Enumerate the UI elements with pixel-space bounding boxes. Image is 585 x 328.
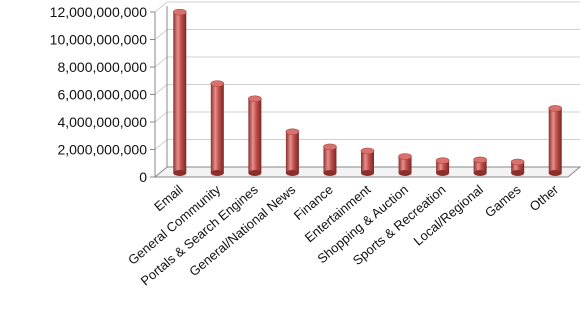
- bar-body: [361, 151, 374, 173]
- bar-base: [511, 170, 525, 176]
- bar-top: [548, 105, 563, 112]
- y-tick-label: 2,000,000,000: [57, 142, 147, 158]
- bar-top: [398, 153, 412, 160]
- bar: [398, 153, 412, 176]
- bar-body: [473, 159, 487, 173]
- bar-base: [173, 170, 187, 176]
- bar: [510, 158, 525, 176]
- bar-top: [510, 158, 525, 166]
- bars: [172, 8, 563, 176]
- bar-body: [210, 83, 224, 173]
- bar-base: [361, 170, 374, 176]
- bar-top: [435, 157, 450, 164]
- bar: [248, 95, 262, 176]
- y-tick-label: 12,000,000,000: [50, 4, 148, 20]
- bar-body: [323, 146, 337, 173]
- y-tick-label: 8,000,000,000: [57, 59, 147, 75]
- x-tick-label: Games: [482, 181, 524, 220]
- bar: [323, 143, 337, 176]
- y-tick-label: 4,000,000,000: [57, 114, 147, 130]
- bar-base: [210, 170, 224, 176]
- bar-base: [548, 170, 562, 176]
- bar: [210, 80, 225, 176]
- gridline: [154, 29, 580, 40]
- bar-body: [548, 108, 562, 173]
- bar: [360, 147, 375, 176]
- bar-body: [248, 98, 262, 173]
- bar-body: [285, 131, 299, 173]
- bar: [473, 156, 487, 176]
- bar: [548, 105, 563, 176]
- bar-top: [360, 147, 375, 155]
- bar-base: [398, 170, 412, 176]
- bar-top: [285, 128, 300, 136]
- bar: [435, 157, 450, 176]
- gridline: [154, 1, 580, 13]
- bar-body: [511, 162, 525, 173]
- bar-base: [285, 170, 299, 176]
- bar-base: [323, 170, 337, 176]
- bar-base: [248, 170, 262, 176]
- y-tick-label: 6,000,000,000: [57, 87, 147, 103]
- y-tick-label: 10,000,000,000: [50, 32, 148, 48]
- bar-top: [248, 95, 262, 103]
- gridline: [154, 56, 580, 68]
- bar-base: [436, 170, 450, 176]
- bar-body: [173, 12, 187, 173]
- bar: [172, 8, 187, 176]
- bar-body: [436, 160, 450, 173]
- bar-top: [210, 80, 225, 87]
- bar: [285, 128, 300, 176]
- x-tick-label: Other: [527, 181, 562, 214]
- bar-base: [473, 170, 487, 176]
- bar-top: [473, 156, 487, 164]
- y-axis-ticks: 0 2,000,000,000 4,000,000,000 6,000,000,000…: [50, 4, 155, 185]
- y-tick-label: 0: [139, 169, 147, 185]
- bar-top: [172, 8, 187, 16]
- bar-body: [398, 156, 412, 173]
- bar-top: [323, 143, 337, 151]
